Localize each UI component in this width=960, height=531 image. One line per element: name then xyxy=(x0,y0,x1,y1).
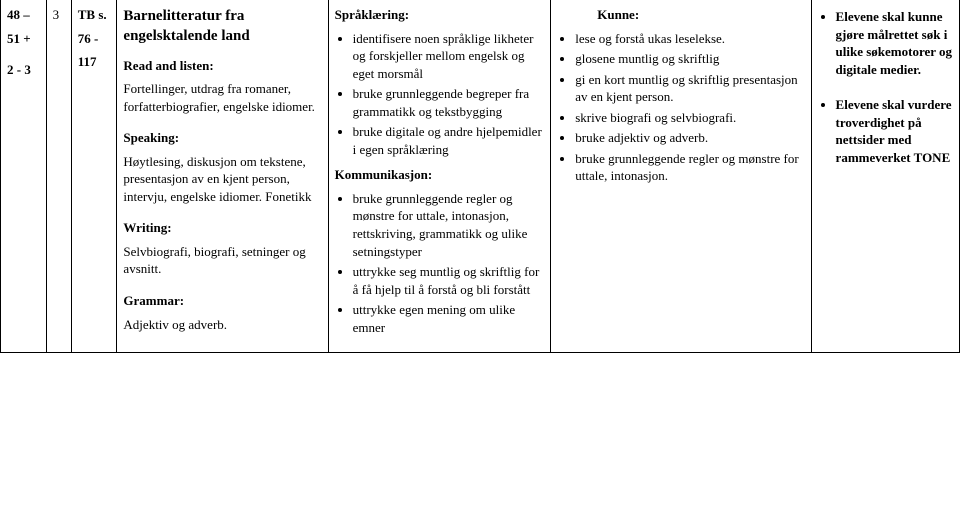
read-heading: Read and listen: xyxy=(123,57,321,75)
pages-line3: 117 xyxy=(78,53,111,71)
list-item: bruke grunnleggende begreper fra grammat… xyxy=(353,85,545,120)
list-item: skrive biografi og selvbiografi. xyxy=(575,109,804,127)
lang-h1: Språklæring: xyxy=(335,6,545,24)
unit-number: 3 xyxy=(53,6,65,24)
list-item: gi en kort muntlig og skriftlig presenta… xyxy=(575,71,804,106)
speak-body: Høytlesing, diskusjon om tekstene, prese… xyxy=(123,153,321,206)
list-item: lese og forstå ukas leselekse. xyxy=(575,30,804,48)
write-heading: Writing: xyxy=(123,219,321,237)
list-item: identifisere noen språklige likheter og … xyxy=(353,30,545,83)
read-body: Fortellinger, utdrag fra romaner, forfat… xyxy=(123,80,321,115)
cell-weeks: 48 – 51 + 2 - 3 xyxy=(1,0,47,353)
list-item: bruke grunnleggende regler og mønstre fo… xyxy=(353,190,545,260)
weeks-line2: 51 + xyxy=(7,30,40,48)
lang-h2: Kommunikasjon: xyxy=(335,166,545,184)
table-row: 48 – 51 + 2 - 3 3 TB s. 76 - 117 Barneli… xyxy=(1,0,960,353)
pages-line2: 76 - xyxy=(78,30,111,48)
list-item: bruke adjektiv og adverb. xyxy=(575,129,804,147)
list-item: Elevene skal vurdere troverdighet på net… xyxy=(836,96,953,166)
list-item: uttrykke egen mening om ulike emner xyxy=(353,301,545,336)
cell-pages: TB s. 76 - 117 xyxy=(71,0,117,353)
list-item: glosene muntlig og skriftlig xyxy=(575,50,804,68)
list-item: bruke grunnleggende regler og mønstre fo… xyxy=(575,150,804,185)
goals-heading: Kunne: xyxy=(557,6,804,24)
goals-list: lese og forstå ukas leselekse. glosene m… xyxy=(557,30,804,185)
grammar-heading: Grammar: xyxy=(123,292,321,310)
write-body: Selvbiografi, biografi, setninger og avs… xyxy=(123,243,321,278)
speak-heading: Speaking: xyxy=(123,129,321,147)
lang-list2: bruke grunnleggende regler og mønstre fo… xyxy=(335,190,545,336)
content-title: Barnelitteratur fra engelsktalende land xyxy=(123,6,321,47)
grammar-body: Adjektiv og adverb. xyxy=(123,316,321,334)
assess-list: Elevene skal kunne gjøre målrettet søk i… xyxy=(818,8,953,78)
list-item: bruke digitale og andre hjelpemidler i e… xyxy=(353,123,545,158)
list-item: Elevene skal kunne gjøre målrettet søk i… xyxy=(836,8,953,78)
curriculum-table: 48 – 51 + 2 - 3 3 TB s. 76 - 117 Barneli… xyxy=(0,0,960,353)
cell-content: Barnelitteratur fra engelsktalende land … xyxy=(117,0,328,353)
list-item: uttrykke seg muntlig og skriftlig for å … xyxy=(353,263,545,298)
lang-list1: identifisere noen språklige likheter og … xyxy=(335,30,545,159)
weeks-line3: 2 - 3 xyxy=(7,61,40,79)
weeks-line1: 48 – xyxy=(7,6,40,24)
pages-line1: TB s. xyxy=(78,6,111,24)
cell-goals: Kunne: lese og forstå ukas leselekse. gl… xyxy=(551,0,811,353)
assess-list2: Elevene skal vurdere troverdighet på net… xyxy=(818,96,953,166)
cell-assessment: Elevene skal kunne gjøre målrettet søk i… xyxy=(811,0,959,353)
cell-language: Språklæring: identifisere noen språklige… xyxy=(328,0,551,353)
cell-number: 3 xyxy=(46,0,71,353)
